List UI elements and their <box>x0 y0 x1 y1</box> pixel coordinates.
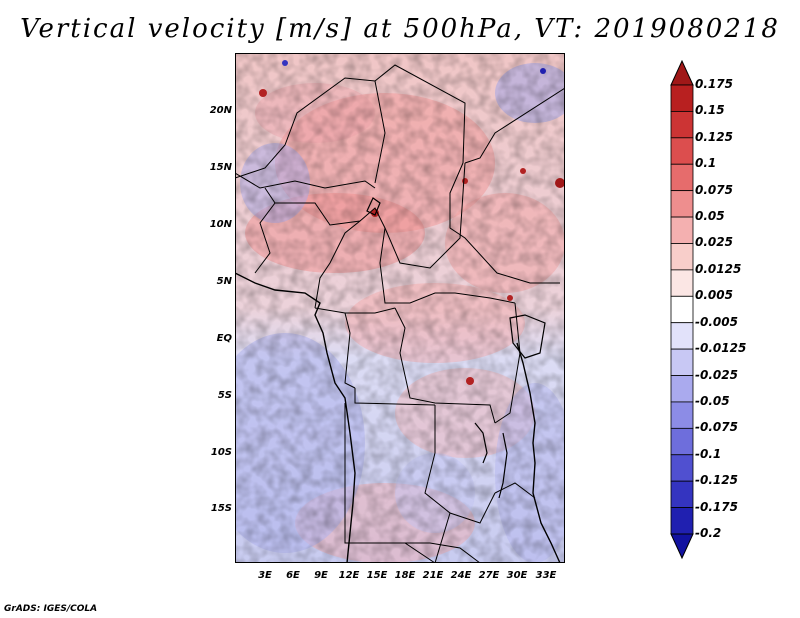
lat-label: 5N <box>216 276 232 287</box>
colorbar-label: 0.005 <box>695 288 733 303</box>
colorbar-segment <box>670 216 694 244</box>
country-border <box>394 307 496 424</box>
country-border <box>254 187 276 274</box>
colorbar-segment <box>670 322 694 350</box>
colorbar-label: -0.2 <box>695 526 722 540</box>
colorbar-segment <box>670 507 694 535</box>
strong-upward-core <box>462 178 468 184</box>
colorbar-segment <box>670 163 694 192</box>
country-border <box>494 302 521 424</box>
lon-label: 30E <box>506 570 528 581</box>
colorbar-label: -0.125 <box>695 473 738 488</box>
lon-label: 33E <box>535 570 557 581</box>
lake-outline <box>366 197 381 216</box>
colorbar-segment <box>670 480 694 508</box>
grads-credit: GrADS: IGES/COLA <box>4 604 98 614</box>
strong-upward-core <box>466 377 474 385</box>
lake-outline <box>498 432 508 499</box>
lat-label: 5S <box>217 390 232 401</box>
lat-label: 10N <box>209 219 232 230</box>
colorbar-label: 0.1 <box>695 156 717 171</box>
colorbar-segment <box>670 111 694 139</box>
lake-outline <box>474 422 488 464</box>
country-border <box>235 64 466 179</box>
colorbar-label: 0.075 <box>695 182 733 197</box>
colorbar-segment <box>670 84 694 112</box>
country-border <box>354 388 436 406</box>
country-border <box>235 172 376 189</box>
map-frame <box>235 53 565 563</box>
colorbar-label: -0.05 <box>695 393 730 408</box>
lat-label: 10S <box>210 447 232 458</box>
lat-label: 20N <box>209 105 232 116</box>
country-border <box>424 405 496 524</box>
colorbar-max-arrow <box>670 60 694 86</box>
country-border <box>449 162 560 284</box>
colorbar-label: 0.125 <box>695 129 733 144</box>
strong-upward-core <box>507 295 513 301</box>
colorbar-segment <box>670 137 694 165</box>
lon-label: 21E <box>422 570 444 581</box>
lon-label: 6E <box>286 570 300 581</box>
colorbar-segment <box>670 243 694 271</box>
coastline <box>235 272 356 563</box>
colorbar-label: 0.05 <box>695 209 725 224</box>
lon-label: 27E <box>478 570 500 581</box>
colorbar-segment <box>670 454 694 482</box>
colorbar-segment <box>670 375 694 403</box>
colorbar-label: -0.1 <box>695 446 722 461</box>
colorbar-label: -0.075 <box>695 420 738 435</box>
strong-upward-core <box>555 178 565 188</box>
country-border <box>314 307 396 314</box>
colorbar-label: -0.025 <box>695 367 738 382</box>
country-border <box>275 162 466 269</box>
country-border <box>434 512 451 563</box>
colorbar-label: -0.0125 <box>695 341 747 356</box>
colorbar-segment <box>670 427 694 456</box>
strong-upward-core <box>520 168 526 174</box>
colorbar-segment <box>670 190 694 218</box>
lon-label: 15E <box>366 570 388 581</box>
lake-outline <box>509 314 546 359</box>
lat-label: 15N <box>209 162 232 173</box>
colorbar-label: 0.175 <box>695 77 733 91</box>
colorbar-segment <box>670 269 694 297</box>
country-border <box>344 403 436 563</box>
country-border <box>374 80 386 184</box>
lon-label: 9E <box>314 570 328 581</box>
vertical-velocity-map <box>235 53 565 563</box>
country-border <box>379 227 516 304</box>
strong-upward-core <box>259 89 267 97</box>
lat-label: 15S <box>210 503 232 514</box>
colorbar-label: 0.15 <box>695 103 725 118</box>
colorbar-label: 0.025 <box>695 235 733 250</box>
strong-downward-core <box>540 68 546 74</box>
lon-label: 24E <box>450 570 472 581</box>
colorbar <box>670 60 694 560</box>
colorbar-segment <box>670 348 694 376</box>
colorbar-label: -0.175 <box>695 499 738 514</box>
lon-label: 3E <box>258 570 272 581</box>
lon-label: 18E <box>394 570 416 581</box>
lat-label: EQ <box>216 333 232 344</box>
colorbar-segment <box>670 295 694 324</box>
noise-texture <box>235 53 565 563</box>
country-border <box>314 220 361 309</box>
country-border <box>405 542 481 563</box>
colorbar-label: -0.005 <box>695 314 738 329</box>
country-border <box>344 312 356 389</box>
chart-title: Vertical velocity [m/s] at 500hPa, VT: 2… <box>20 14 780 44</box>
lon-label: 12E <box>338 570 360 581</box>
strong-downward-core <box>282 60 288 66</box>
colorbar-label: 0.0125 <box>695 261 742 276</box>
country-border <box>464 87 565 164</box>
colorbar-min-arrow <box>670 533 694 560</box>
coastline <box>516 342 561 563</box>
colorbar-segment <box>670 401 694 429</box>
